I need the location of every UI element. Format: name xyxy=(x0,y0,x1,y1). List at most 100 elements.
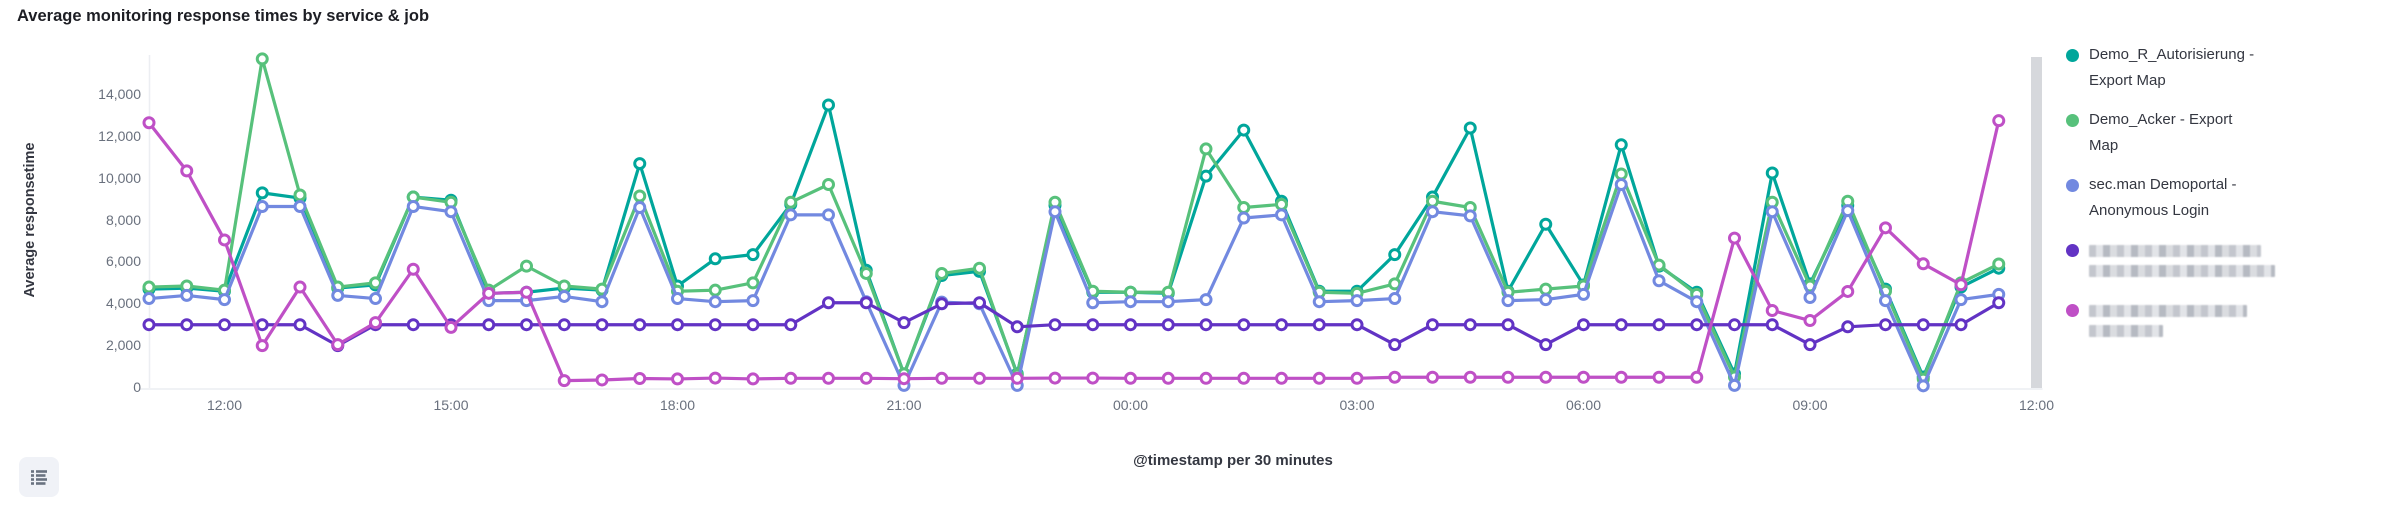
data-point xyxy=(1652,274,1666,288)
legend-item-label: sec.man Demoportal - Anonymous Login xyxy=(2089,172,2237,224)
data-point xyxy=(859,371,873,385)
data-point xyxy=(1426,318,1439,332)
data-point xyxy=(1388,370,1402,384)
data-point xyxy=(1539,370,1553,384)
x-tick-label: 00:00 xyxy=(1112,397,1149,413)
data-point xyxy=(520,318,533,332)
legend-item-1[interactable]: Demo_R_Autorisierung - Export Map xyxy=(2066,42,2386,94)
data-point xyxy=(1765,303,1779,317)
legend-item-4[interactable] xyxy=(2066,237,2386,284)
data-point xyxy=(1312,318,1326,332)
data-point xyxy=(1841,284,1855,298)
data-point xyxy=(1388,338,1402,352)
data-point xyxy=(406,262,420,276)
data-point xyxy=(1048,371,1062,385)
data-point xyxy=(1275,318,1288,332)
data-point xyxy=(822,177,835,191)
data-point xyxy=(1426,205,1439,219)
data-point xyxy=(859,266,873,280)
data-point xyxy=(1350,318,1364,332)
data-point xyxy=(1048,205,1062,219)
data-point xyxy=(1879,318,1892,332)
data-point xyxy=(1614,318,1628,332)
data-point xyxy=(1237,123,1251,137)
legend-label-line: sec.man Demoportal - xyxy=(2089,176,2237,193)
data-point xyxy=(671,318,684,332)
legend-color-dot xyxy=(2066,179,2079,192)
list-icon xyxy=(31,470,47,485)
x-tick-label: 12:00 xyxy=(206,397,243,413)
legend-item-2[interactable]: Demo_Acker - Export Map xyxy=(2066,107,2386,159)
data-point xyxy=(1577,287,1590,301)
data-point xyxy=(784,371,798,385)
series-line xyxy=(147,182,2001,388)
data-point xyxy=(1048,318,1062,332)
data-point xyxy=(1086,371,1100,385)
data-point xyxy=(218,293,231,307)
data-point xyxy=(708,283,722,297)
data-point xyxy=(1992,114,2006,128)
legend-label-line: Anonymous Login xyxy=(2089,202,2210,219)
data-point xyxy=(1803,338,1817,352)
data-point xyxy=(708,252,722,266)
data-point xyxy=(142,116,156,130)
data-point xyxy=(708,295,722,309)
data-point xyxy=(1954,318,1968,332)
data-point xyxy=(1577,370,1590,384)
data-point xyxy=(293,318,307,332)
data-point xyxy=(1124,295,1137,309)
data-point xyxy=(1501,294,1515,308)
x-tick-label: 18:00 xyxy=(659,397,696,413)
data-point xyxy=(1690,318,1704,332)
data-point xyxy=(1124,371,1137,385)
legend-item-5[interactable] xyxy=(2066,297,2386,344)
data-point xyxy=(822,371,835,385)
data-point xyxy=(1765,318,1779,332)
data-point xyxy=(406,199,420,213)
data-point xyxy=(218,318,231,332)
data-point xyxy=(1916,318,1930,332)
data-point xyxy=(1916,257,1930,271)
legend-toggle-button[interactable] xyxy=(19,457,59,497)
chart-plot-area[interactable] xyxy=(149,55,2037,388)
data-point xyxy=(293,280,307,294)
data-point xyxy=(1161,371,1175,385)
data-point xyxy=(1199,293,1213,307)
data-point xyxy=(1916,379,1930,393)
data-point xyxy=(1501,370,1515,384)
data-point xyxy=(1350,294,1364,308)
data-point xyxy=(973,371,986,385)
redacted-label-bar xyxy=(2089,305,2247,317)
data-point xyxy=(1086,318,1100,332)
data-point xyxy=(1841,320,1855,334)
y-tick-label: 2,000 xyxy=(105,337,141,354)
data-point xyxy=(822,296,835,310)
data-point xyxy=(520,259,533,273)
data-point xyxy=(935,371,949,385)
legend-label-line: Export Map xyxy=(2089,72,2166,89)
data-point xyxy=(1463,318,1477,332)
data-point xyxy=(1954,278,1968,292)
data-point xyxy=(1010,371,1024,385)
data-point xyxy=(406,318,420,332)
data-point xyxy=(1124,318,1137,332)
legend-label-line: Demo_Acker - Export xyxy=(2089,111,2233,128)
data-point xyxy=(1803,314,1817,328)
x-tick-label: 12:00 xyxy=(2018,397,2055,413)
data-point xyxy=(1539,293,1553,307)
data-point xyxy=(935,297,949,311)
data-point xyxy=(1426,370,1439,384)
data-point xyxy=(1010,320,1024,334)
data-point xyxy=(633,201,647,215)
data-point xyxy=(746,294,760,308)
data-point xyxy=(255,52,269,66)
data-point xyxy=(293,199,307,213)
legend-item-label: Demo_R_Autorisierung - Export Map xyxy=(2089,42,2254,94)
legend-item-label xyxy=(2089,237,2275,284)
redacted-label-bar xyxy=(2089,265,2275,277)
legend-item-3[interactable]: sec.man Demoportal - Anonymous Login xyxy=(2066,172,2386,224)
data-point xyxy=(1614,177,1628,191)
data-point xyxy=(520,285,533,299)
data-point xyxy=(482,286,496,300)
